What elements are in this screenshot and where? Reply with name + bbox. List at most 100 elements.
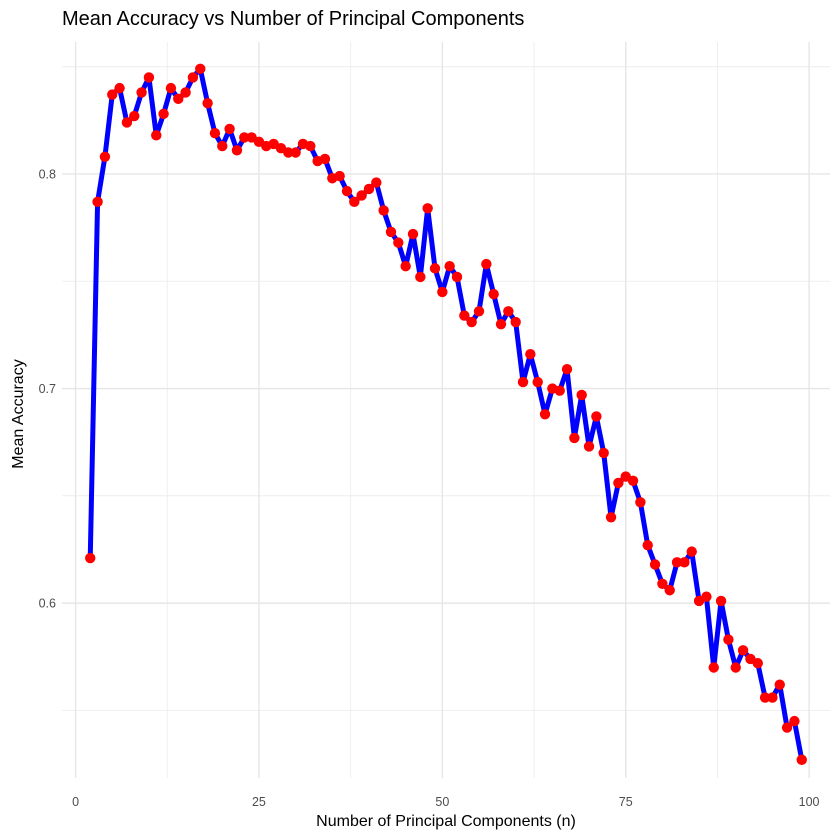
data-point	[503, 306, 514, 317]
chart-title: Mean Accuracy vs Number of Principal Com…	[62, 8, 524, 30]
data-point	[583, 441, 595, 452]
data-point	[341, 185, 353, 197]
data-point	[415, 271, 426, 283]
data-point	[99, 151, 111, 162]
y-axis-title: Mean Accuracy	[10, 359, 27, 468]
data-point	[378, 205, 389, 216]
data-point	[85, 552, 96, 564]
x-tick-label: 50	[435, 795, 449, 809]
data-point	[730, 662, 741, 673]
data-point	[151, 130, 162, 141]
data-point	[202, 97, 213, 109]
data-point	[539, 409, 551, 420]
data-point	[444, 261, 455, 272]
data-point	[649, 559, 661, 570]
x-tick-label: 75	[619, 795, 633, 809]
data-point	[642, 539, 653, 551]
data-point	[349, 196, 360, 208]
data-point	[613, 477, 624, 489]
data-point	[510, 316, 521, 328]
data-point	[686, 546, 697, 557]
data-point	[466, 316, 477, 328]
data-point	[290, 147, 301, 158]
data-point	[664, 585, 675, 596]
data-point	[569, 432, 580, 444]
data-point	[789, 715, 800, 727]
data-point	[283, 147, 294, 158]
data-point	[715, 595, 727, 607]
data-point	[796, 754, 807, 765]
data-point	[231, 145, 243, 156]
data-point	[561, 364, 573, 375]
data-point	[598, 447, 609, 459]
x-tick-label: 25	[252, 795, 266, 809]
data-point	[334, 170, 345, 182]
data-point	[129, 110, 140, 122]
data-point	[92, 196, 103, 208]
data-point	[767, 692, 778, 703]
data-point	[356, 190, 367, 201]
data-point	[781, 722, 793, 733]
data-point	[605, 512, 617, 523]
data-point	[679, 557, 690, 568]
y-tick-label: 0.8	[39, 167, 56, 181]
data-point	[525, 349, 536, 360]
data-point	[627, 475, 639, 487]
series-line	[87, 66, 805, 763]
data-point	[209, 127, 221, 139]
data-point	[759, 692, 771, 703]
data-point	[363, 183, 375, 195]
data-point	[451, 271, 463, 283]
series-group	[85, 63, 807, 765]
data-point	[114, 82, 125, 94]
data-point	[723, 634, 734, 645]
data-point	[532, 376, 543, 388]
data-point	[305, 140, 316, 152]
data-point	[437, 286, 448, 298]
y-tick-label: 0.6	[39, 597, 56, 611]
data-point	[173, 93, 184, 105]
x-tick-label: 0	[72, 795, 79, 809]
data-point	[217, 140, 228, 152]
data-point	[422, 203, 433, 214]
data-point	[488, 288, 499, 300]
data-point	[165, 82, 177, 94]
data-point	[385, 226, 397, 238]
data-point	[473, 306, 485, 317]
data-point	[737, 645, 749, 656]
data-point	[107, 89, 118, 100]
data-point	[671, 557, 683, 568]
tick-labels: 0 25 50 75 100 0.6 0.7 0.8	[39, 167, 820, 809]
data-point	[407, 228, 419, 240]
data-point	[136, 87, 147, 98]
data-point	[143, 72, 155, 83]
x-tick-label: 100	[799, 795, 820, 809]
data-point	[371, 177, 382, 188]
data-point	[319, 153, 331, 165]
data-point	[158, 108, 169, 120]
data-point	[591, 411, 602, 422]
data-point	[187, 72, 199, 83]
data-point	[239, 132, 250, 143]
x-axis-title: Number of Principal Components (n)	[316, 813, 576, 830]
data-point	[195, 63, 206, 75]
data-point	[400, 261, 411, 272]
data-point	[224, 123, 235, 135]
data-point	[180, 87, 191, 98]
data-point	[393, 237, 404, 248]
data-point	[495, 318, 507, 330]
y-tick-label: 0.7	[39, 382, 56, 396]
data-point	[576, 389, 587, 401]
data-point	[635, 497, 646, 508]
data-point	[708, 662, 719, 673]
data-point	[701, 591, 712, 602]
data-point	[459, 310, 470, 321]
data-point	[517, 376, 529, 388]
data-point	[657, 578, 668, 590]
data-point	[752, 658, 763, 669]
data-point	[121, 117, 133, 128]
data-point	[429, 263, 441, 274]
data-point	[481, 258, 492, 270]
data-point	[554, 385, 565, 396]
